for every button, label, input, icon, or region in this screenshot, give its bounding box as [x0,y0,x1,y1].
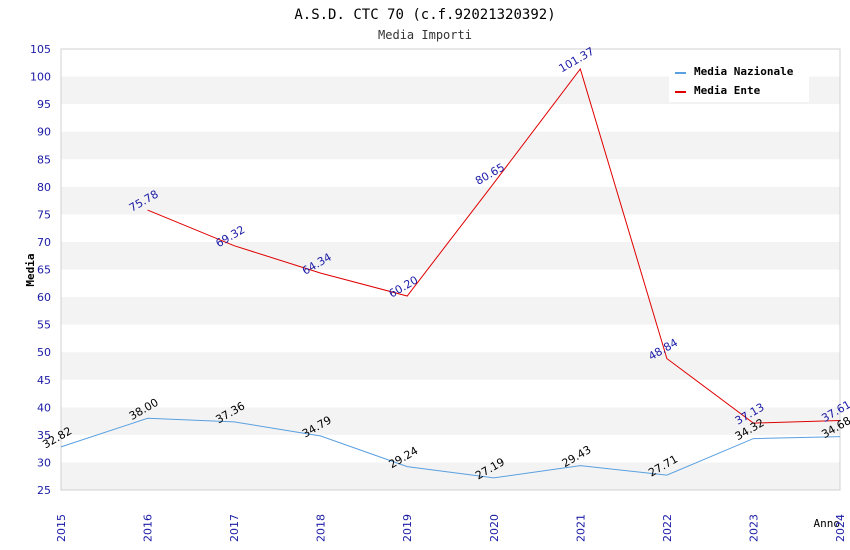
x-tick-label: 2018 [315,514,328,542]
x-tick-label: 2019 [401,514,414,542]
x-tick-label: 2023 [747,514,760,542]
series-lines [60,67,841,479]
grid-band [61,352,840,380]
grid-band [61,214,840,242]
legend-label-media-ente: Media Ente [694,84,761,97]
y-tick-label: 85 [37,153,51,166]
y-tick-label: 60 [37,291,51,304]
x-tick-label: 2015 [55,514,68,542]
x-tick-label: 2022 [661,514,674,542]
y-tick-label: 105 [30,43,51,56]
series-line-media-ente [147,67,841,424]
grid-bands [61,49,840,490]
chart-title: A.S.D. CTC 70 (c.f.92021320392) [294,7,555,23]
y-tick-label: 90 [37,126,51,139]
y-tick-label: 70 [37,236,51,249]
grid-band [61,407,840,435]
legend-box [669,60,809,102]
grid-band [61,462,840,490]
x-tick-label: 2016 [142,514,155,542]
x-tick-labels: 2015 2016 2017 2018 2019 2020 2021 2022 2023 2024 [55,514,847,542]
y-tick-label: 100 [30,71,51,84]
y-tick-label: 45 [37,374,51,387]
grid-band [61,434,840,463]
y-tick-label: 35 [37,429,51,442]
y-tick-label: 65 [37,264,51,277]
x-tick-label: 2024 [834,514,847,542]
grid-band [61,241,840,270]
y-tick-label: 50 [37,346,51,359]
y-tick-label: 40 [37,401,51,414]
y-tick-label: 75 [37,208,51,221]
grid-band [61,297,840,325]
grid-band [61,159,840,187]
grid-band [61,269,840,298]
series-line-media-nazionale [60,417,841,479]
grid-band [61,131,840,160]
legend-label-media-nazionale: Media Nazionale [694,65,794,78]
x-tick-label: 2020 [488,514,501,542]
grid-band [61,104,840,132]
x-tick-label: 2021 [574,514,587,542]
y-tick-label: 55 [37,319,51,332]
grid-band [61,379,840,408]
plot-area-border [60,48,841,491]
grid-band [61,186,840,215]
x-tick-label: 2017 [228,514,241,542]
y-tick-labels: 25 30 35 40 45 50 55 60 65 70 75 80 85 90 95 100 105 [30,43,51,497]
y-tick-label: 95 [37,98,51,111]
y-tick-label: 25 [37,484,51,497]
legend: Media Nazionale Media Ente [669,60,809,102]
chart-subtitle: Media Importi [378,28,472,42]
y-tick-label: 30 [37,456,51,469]
y-axis-label: Media [24,253,37,286]
grid-band [61,324,840,353]
y-tick-label: 80 [37,181,51,194]
x-axis-label: Anno [814,517,841,530]
